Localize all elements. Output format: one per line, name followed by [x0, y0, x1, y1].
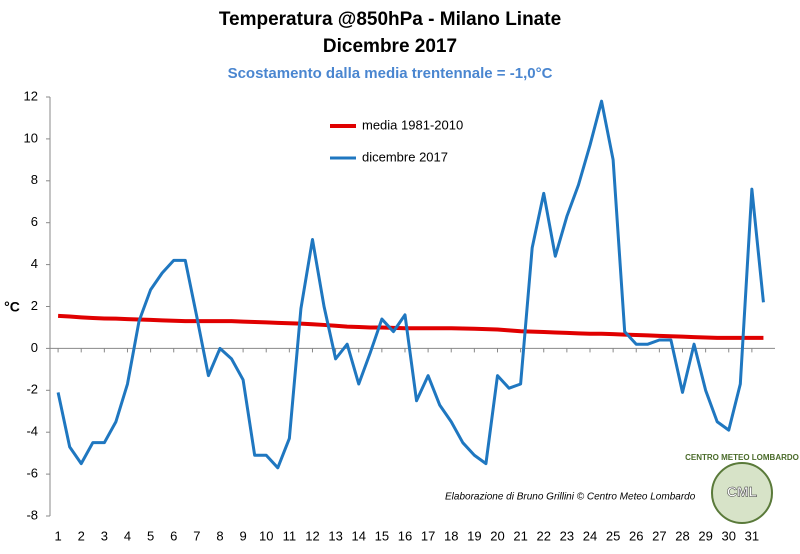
x-tick-label: 27 — [652, 528, 666, 543]
x-tick-label: 11 — [283, 528, 297, 543]
logo-ring: CENTRO METEO LOMBARDO — [685, 453, 799, 462]
y-tick-label: -8 — [26, 507, 38, 522]
x-tick-label: 16 — [398, 528, 412, 543]
x-tick-label: 3 — [101, 528, 108, 543]
x-tick-label: 26 — [629, 528, 643, 543]
y-tick-label: -2 — [26, 382, 38, 397]
y-tick-label: 0 — [31, 340, 38, 355]
x-tick-label: 18 — [444, 528, 458, 543]
y-tick-label: 10 — [24, 130, 38, 145]
x-tick-label: 25 — [606, 528, 620, 543]
x-tick-label: 30 — [722, 528, 736, 543]
y-tick-label: 12 — [24, 88, 38, 103]
x-tick-label: 1 — [54, 528, 61, 543]
logo: CML — [727, 484, 758, 500]
y-tick-label: 2 — [31, 298, 38, 313]
y-tick-label: 6 — [31, 214, 38, 229]
x-tick-label: 23 — [560, 528, 574, 543]
logo-circle — [711, 462, 773, 524]
x-tick-label: 24 — [583, 528, 597, 543]
y-tick-label: -4 — [26, 424, 38, 439]
credit: Elaborazione di Bruno Grillini © Centro … — [445, 492, 696, 503]
x-tick-label: 31 — [745, 528, 759, 543]
y-tick-label: 4 — [31, 256, 38, 271]
x-tick-label: 8 — [216, 528, 223, 543]
x-tick-label: 14 — [351, 528, 365, 543]
x-tick-label: 6 — [170, 528, 177, 543]
x-tick-label: 13 — [328, 528, 342, 543]
x-tick-label: 22 — [537, 528, 551, 543]
chart-title: Temperatura @850hPa - Milano Linate — [219, 9, 561, 30]
x-tick-label: 21 — [513, 528, 527, 543]
chart-subtitle: Dicembre 2017 — [323, 36, 457, 57]
y-tick-label: -6 — [26, 466, 38, 481]
x-tick-label: 7 — [193, 528, 200, 543]
y-tick-label: 8 — [31, 172, 38, 187]
x-tick-label: 28 — [675, 528, 689, 543]
x-tick-label: 5 — [147, 528, 154, 543]
x-tick-label: 17 — [421, 528, 435, 543]
line-series — [57, 313, 764, 340]
annotation: Scostamento dalla media trentennale = -1… — [228, 65, 553, 82]
x-tick-label: 12 — [305, 528, 319, 543]
y-axis-label: °C — [4, 299, 20, 315]
x-tick-label: 10 — [259, 528, 273, 543]
legend-label: dicembre 2017 — [362, 149, 448, 164]
legend-label: media 1981-2010 — [362, 117, 463, 132]
x-tick-label: 2 — [78, 528, 85, 543]
x-tick-label: 20 — [490, 528, 504, 543]
x-tick-label: 4 — [124, 528, 131, 543]
x-tick-label: 15 — [375, 528, 389, 543]
line-series — [56, 99, 765, 470]
x-tick-label: 9 — [239, 528, 246, 543]
x-tick-label: 19 — [467, 528, 481, 543]
x-tick-label: 29 — [698, 528, 712, 543]
